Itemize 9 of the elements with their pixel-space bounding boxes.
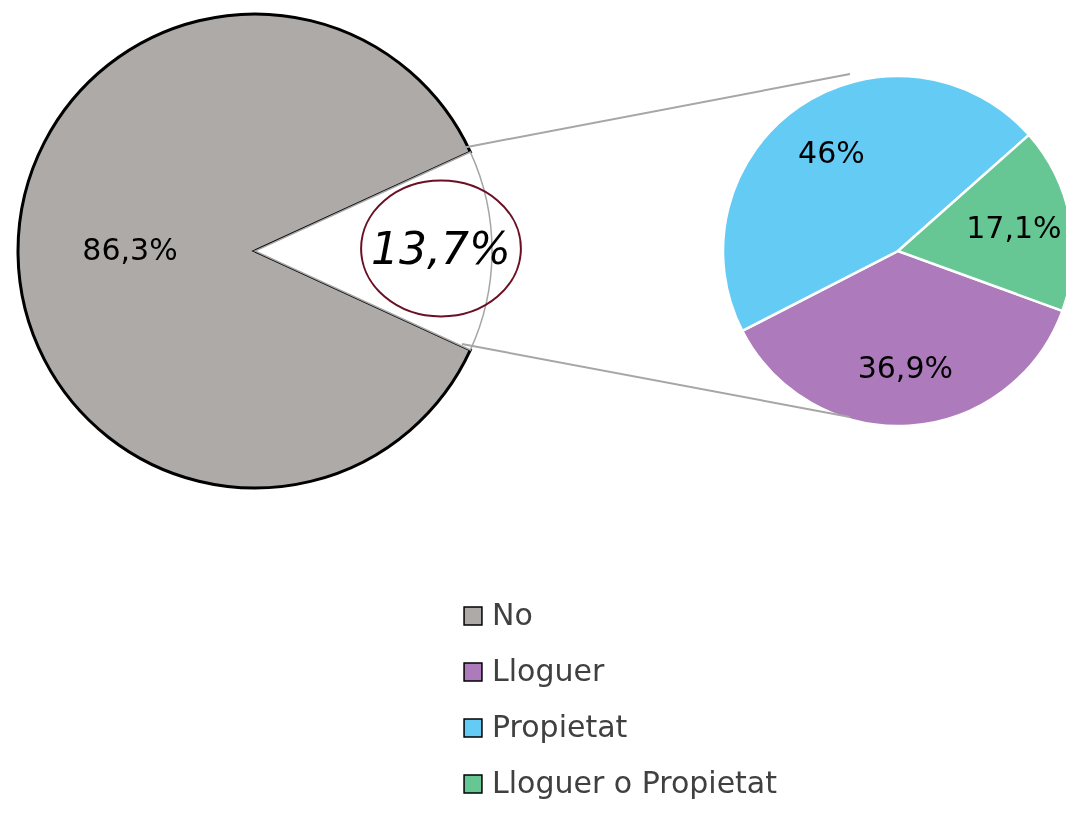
data-label: 17,1%: [966, 209, 1062, 245]
legend-label: Lloguer o Propietat: [492, 765, 778, 800]
legend-label: Lloguer: [492, 653, 605, 688]
legend-label: No: [492, 597, 533, 632]
legend-label: Propietat: [492, 709, 628, 744]
data-label: 46%: [798, 134, 865, 170]
data-label: 13,7%: [371, 223, 511, 274]
data-label: 36,9%: [857, 349, 954, 385]
data-label: 86,3%: [82, 232, 178, 267]
